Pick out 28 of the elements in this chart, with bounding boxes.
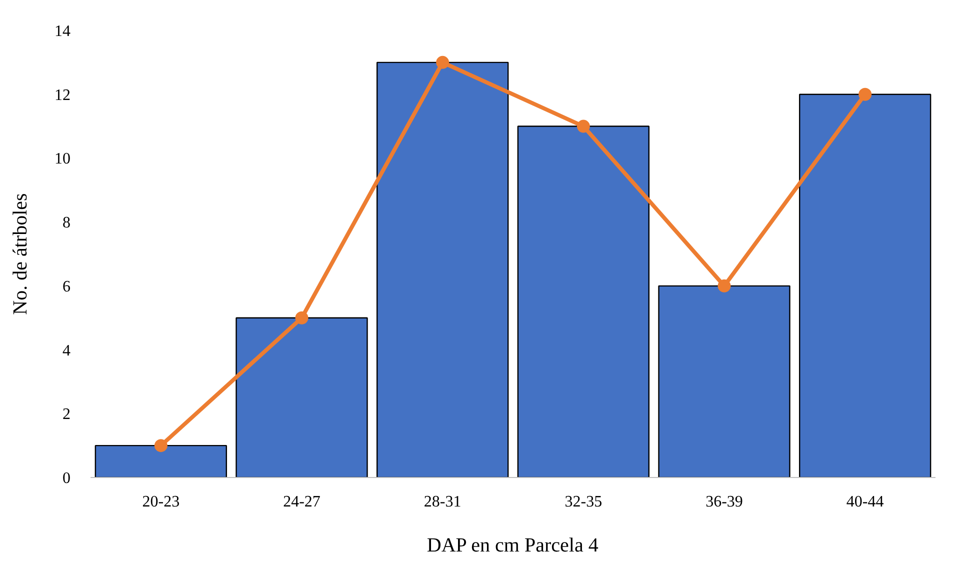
point xyxy=(576,120,590,133)
bar xyxy=(94,444,228,478)
bar xyxy=(798,94,932,478)
bar xyxy=(236,317,368,478)
x-tick-label: 36-39 xyxy=(706,494,743,510)
y-tick-label: 6 xyxy=(62,278,70,296)
point xyxy=(858,88,872,101)
point xyxy=(718,279,731,292)
x-axis-title: DAP en cm Parcela 4 xyxy=(426,534,598,556)
y-tick-label: 0 xyxy=(62,470,70,487)
point xyxy=(295,311,308,324)
x-tick-label: 28-31 xyxy=(424,494,462,510)
point xyxy=(154,439,168,452)
x-tick-label: 40-44 xyxy=(846,494,884,510)
y-tick-label: 10 xyxy=(54,150,70,168)
y-tick-label: 14 xyxy=(54,23,70,40)
y-tick-label: 12 xyxy=(54,86,70,104)
y-tick-label: 2 xyxy=(62,406,70,424)
x-tick-label: 24-27 xyxy=(283,494,320,510)
bar xyxy=(517,126,650,478)
x-tick-label: 20-23 xyxy=(142,494,180,510)
y-tick-label: 4 xyxy=(62,342,70,360)
point xyxy=(436,56,450,69)
y-tick-label: 8 xyxy=(62,214,70,232)
y-axis-title: No. de átrboles xyxy=(10,192,32,315)
bar xyxy=(376,62,509,478)
x-tick-label: 32-35 xyxy=(564,494,602,510)
bar xyxy=(658,285,790,478)
